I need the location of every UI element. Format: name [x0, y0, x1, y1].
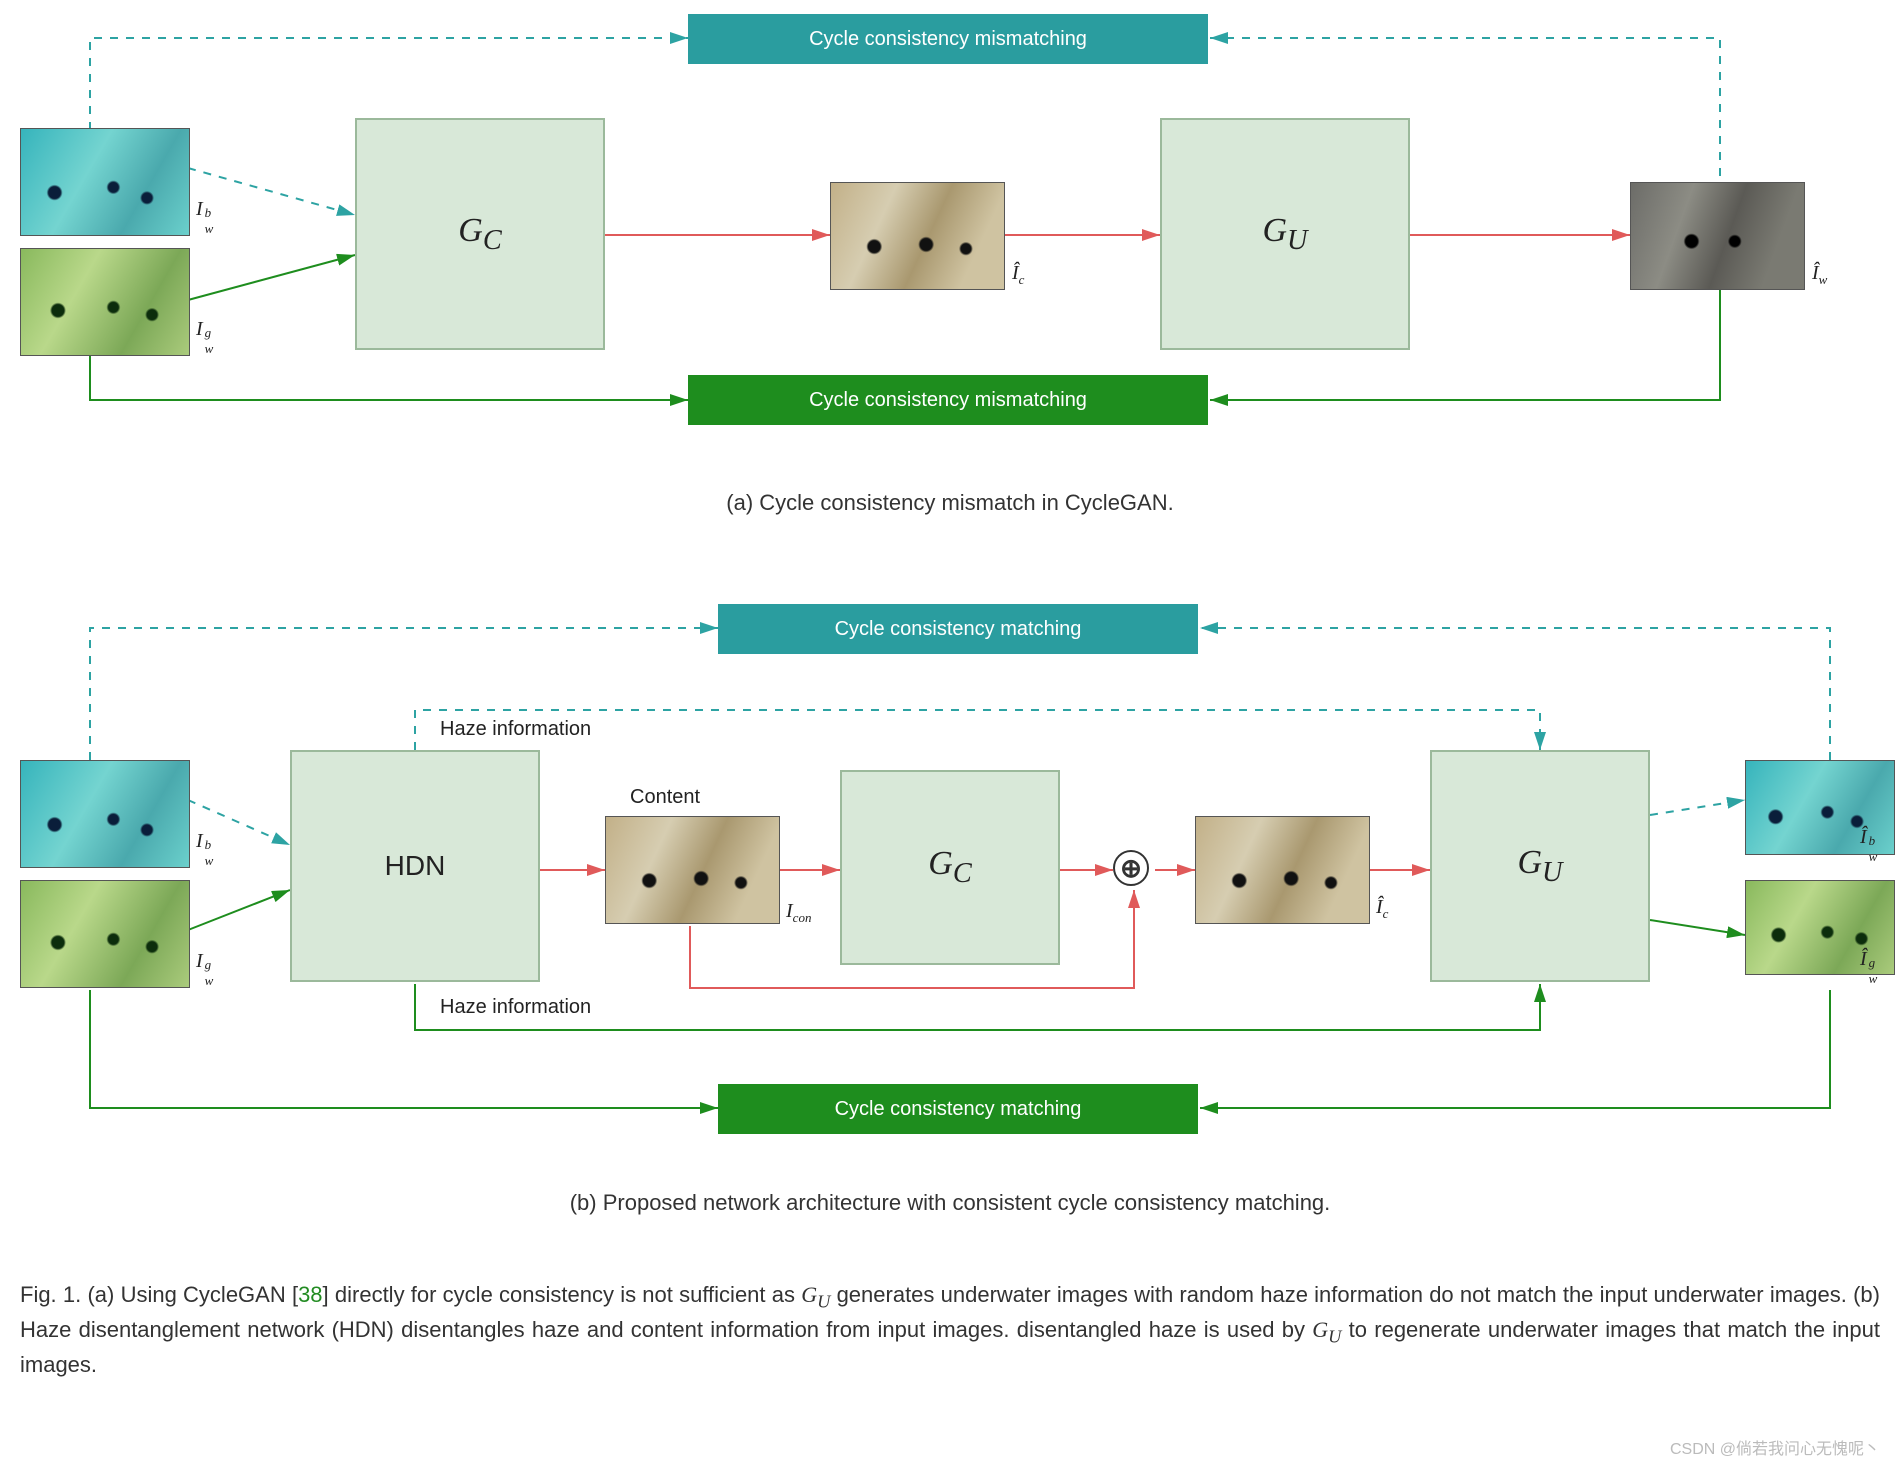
label-ig-b: Igw [196, 950, 203, 973]
hdn-label: HDN [385, 850, 446, 882]
banner-top-a: Cycle consistency mismatching [688, 14, 1208, 64]
thumb-iw-a [1630, 182, 1805, 290]
watermark: CSDN @倘若我问心无愧呢丶 [1670, 1435, 1880, 1459]
fc-gu: GU [801, 1282, 830, 1307]
thumb-ic-b [1195, 816, 1370, 924]
label-ic-b: Îc [1376, 896, 1388, 922]
thumb-ib-a [20, 128, 190, 236]
haze-top-label: Haze information [440, 718, 591, 741]
thumb-ig-a [20, 248, 190, 356]
gu-label-b: GU [1517, 844, 1562, 889]
banner-bottom-b-label: Cycle consistency matching [835, 1098, 1082, 1121]
banner-top-a-label: Cycle consistency mismatching [809, 28, 1087, 51]
fc-mid1: ] directly for cycle consistency is not … [323, 1282, 802, 1307]
label-igo-b: Îgw [1860, 948, 1867, 971]
gc-label-b: GC [928, 845, 971, 890]
gu-label-a: GU [1262, 212, 1307, 257]
banner-top-b-label: Cycle consistency matching [835, 618, 1082, 641]
banner-top-b: Cycle consistency matching [718, 604, 1198, 654]
fig-caption: Fig. 1. (a) Using CycleGAN [38] directly… [0, 1280, 1900, 1381]
gc-block-a: GC [355, 118, 605, 350]
banner-bottom-b: Cycle consistency matching [718, 1084, 1198, 1134]
panel-b: Cycle consistency matching Cycle consist… [0, 590, 1900, 1150]
label-ig-a: Igw [196, 318, 203, 341]
fc-gu2: GU [1312, 1317, 1341, 1342]
thumb-ig-b [20, 880, 190, 988]
hdn-block: HDN [290, 750, 540, 982]
banner-bottom-a-label: Cycle consistency mismatching [809, 389, 1087, 412]
caption-a: (a) Cycle consistency mismatch in CycleG… [0, 490, 1900, 516]
gu-block-b: GU [1430, 750, 1650, 982]
label-ic-a: Îc [1012, 262, 1024, 288]
label-ibo-b: Îbw [1860, 826, 1867, 849]
thumb-ib-b [20, 760, 190, 868]
thumb-icon-b [605, 816, 780, 924]
fc-pre: Fig. 1. (a) Using CycleGAN [ [20, 1282, 298, 1307]
gu-block-a: GU [1160, 118, 1410, 350]
gc-block-b: GC [840, 770, 1060, 965]
content-label: Content [630, 786, 700, 809]
thumb-ic-a [830, 182, 1005, 290]
banner-bottom-a: Cycle consistency mismatching [688, 375, 1208, 425]
label-ib-b: Ibw [196, 830, 203, 853]
label-icon-b: Icon [786, 900, 811, 926]
label-iw-a: Îw [1812, 262, 1827, 288]
fc-cite: 38 [298, 1282, 322, 1307]
gc-label-a: GC [458, 212, 501, 257]
haze-bottom-label: Haze information [440, 996, 591, 1019]
plus-icon: ⊕ [1113, 850, 1149, 886]
caption-b: (b) Proposed network architecture with c… [0, 1190, 1900, 1216]
panel-a: Cycle consistency mismatching Cycle cons… [0, 0, 1900, 480]
label-ib-a: Ibw [196, 198, 203, 221]
